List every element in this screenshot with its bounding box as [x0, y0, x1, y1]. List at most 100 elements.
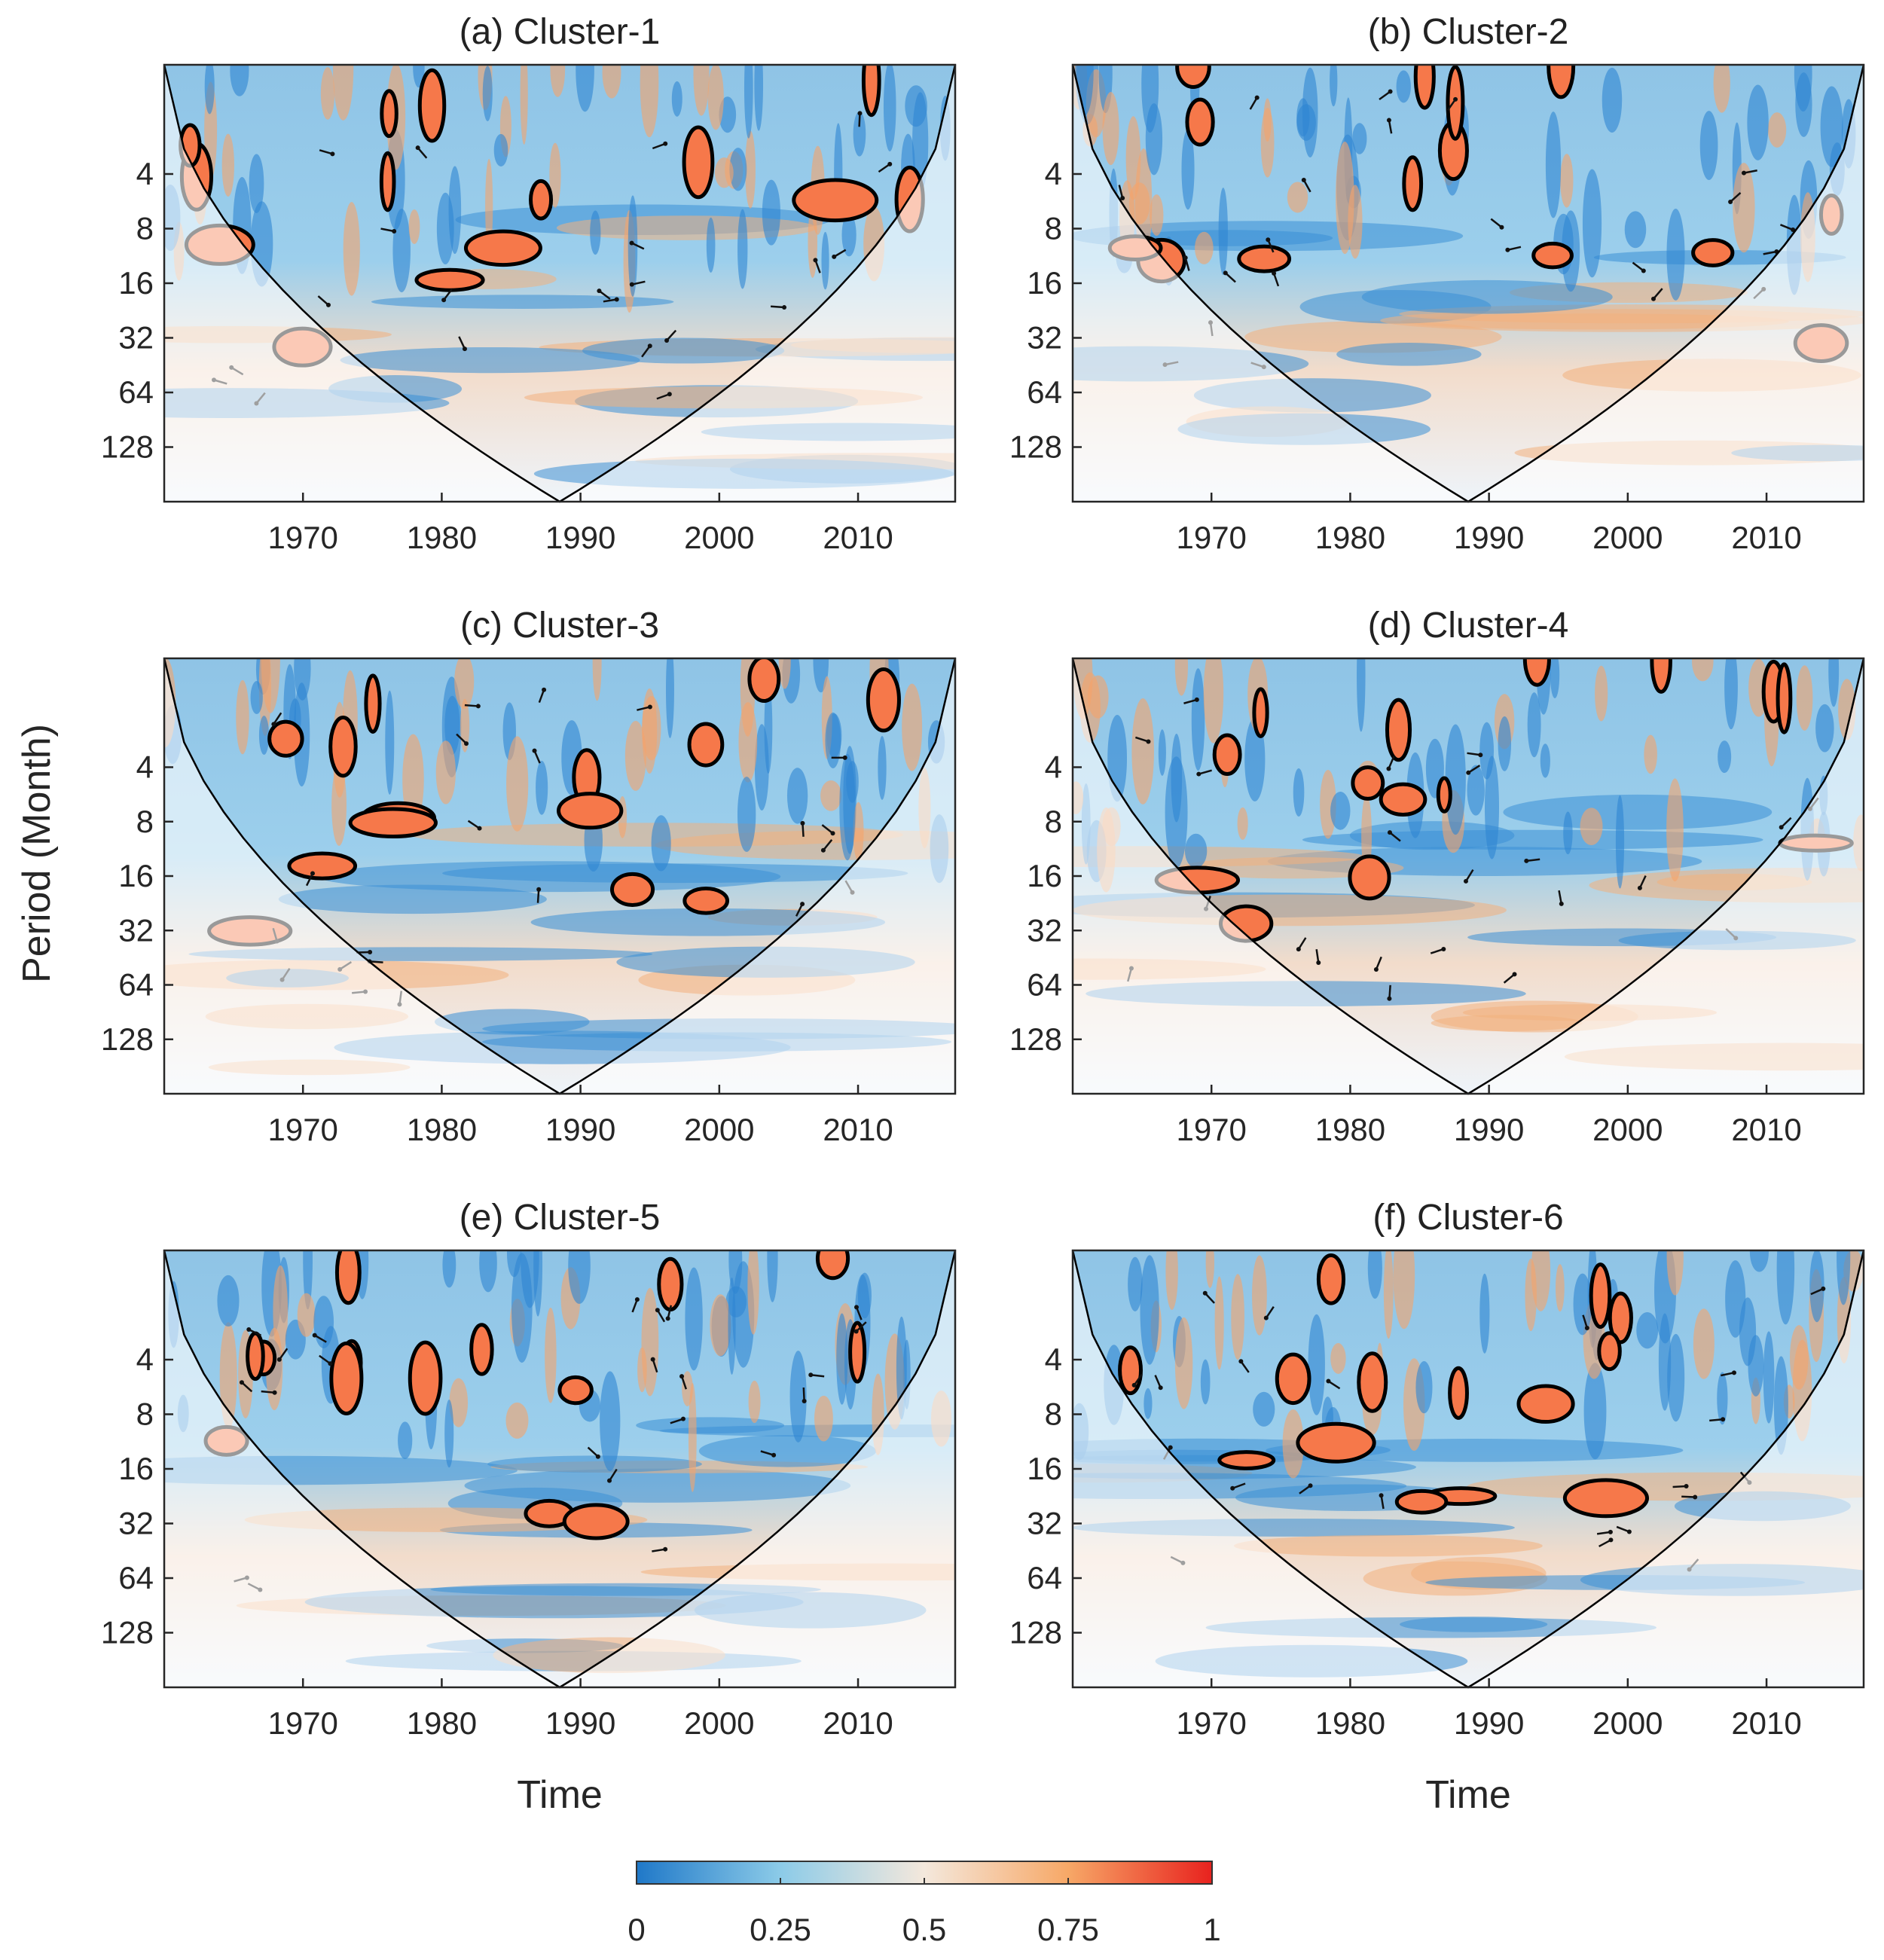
band-blob — [1503, 794, 1773, 830]
streak-blob — [1184, 833, 1208, 869]
phase-arrow-head — [1441, 946, 1446, 951]
streak-blob — [853, 111, 866, 157]
phase-arrow — [680, 1375, 688, 1390]
significance-contour — [246, 1331, 265, 1381]
streak-blob — [1718, 740, 1732, 774]
streak-blob — [398, 1421, 413, 1460]
phase-arrow-head — [808, 1372, 814, 1378]
y-tick-label: 16 — [1027, 858, 1062, 893]
x-tick-label: 1970 — [267, 520, 337, 555]
phase-arrow-head — [1637, 885, 1642, 890]
x-tick-label: 1970 — [267, 1705, 337, 1741]
y-tick-label: 4 — [1045, 750, 1062, 785]
streak-blob — [1795, 72, 1812, 137]
streak-blob — [600, 1371, 621, 1471]
y-tick-label: 64 — [118, 967, 154, 1003]
y-tick-label: 8 — [1045, 804, 1062, 839]
phase-arrow-head — [330, 151, 335, 157]
y-tick-label: 32 — [118, 912, 154, 948]
streak-blob — [745, 130, 756, 209]
x-tick-label: 1990 — [545, 1112, 615, 1147]
panel-6: (f) Cluster-6 4 8 16 32 64 128 1970 1980 1990 2000… — [1009, 1198, 1865, 1741]
streak-blob — [1415, 1360, 1433, 1414]
phase-arrow — [822, 838, 833, 851]
phase-arrow — [1763, 250, 1777, 255]
phase-arrow-head — [1120, 196, 1125, 201]
band-blob — [487, 1455, 702, 1473]
cone-of-influence-shade — [164, 65, 955, 502]
streak-blob — [482, 66, 493, 121]
streak-blob — [1308, 1314, 1325, 1415]
colorbar-tick-label: 0 — [627, 1912, 645, 1947]
significance-contour — [348, 807, 438, 839]
streak-blob — [1580, 808, 1603, 845]
x-tick-label: 1990 — [545, 1705, 615, 1741]
streak-blob — [1320, 769, 1336, 839]
phase-arrow — [1154, 1375, 1162, 1388]
significance-contour — [328, 716, 358, 778]
streak-blob — [442, 1250, 456, 1288]
phase-arrow-head — [1499, 224, 1504, 230]
streak-blob — [1352, 123, 1367, 154]
phase-arrow — [1380, 1495, 1385, 1510]
streak-blob — [249, 154, 264, 214]
phase-arrow — [603, 298, 617, 303]
streak-blob — [1128, 1256, 1143, 1311]
streak-blob — [1527, 692, 1541, 758]
phase-arrow-head — [597, 289, 602, 294]
streak-blob — [665, 658, 674, 738]
phase-arrow-head — [813, 258, 818, 263]
significance-contour — [380, 89, 398, 139]
y-tick-label: 4 — [136, 156, 154, 191]
x-tick-label: 1970 — [267, 1112, 337, 1147]
phase-arrow — [1388, 985, 1391, 999]
panel-title: (c) Cluster-3 — [460, 606, 659, 646]
streak-blob — [1525, 1258, 1537, 1332]
streak-blob — [762, 179, 780, 246]
streak-blob — [1767, 112, 1787, 148]
streak-blob — [219, 1322, 237, 1430]
streak-blob — [493, 133, 508, 167]
y-tick-label: 128 — [101, 1615, 154, 1650]
colorbar-tick-label: 0.25 — [750, 1912, 811, 1947]
phase-arrow — [1721, 1372, 1735, 1377]
streak-blob — [1699, 111, 1718, 180]
phase-arrow-head — [1272, 270, 1277, 276]
band-blob — [556, 215, 817, 240]
streak-blob — [485, 158, 493, 253]
streak-blob — [1749, 1250, 1769, 1272]
streak-blob — [236, 679, 249, 755]
y-tick-label: 8 — [1045, 1397, 1062, 1432]
significance-contour — [469, 1323, 494, 1376]
streak-blob — [408, 209, 420, 245]
y-tick-label: 32 — [1027, 912, 1062, 948]
phase-arrow-head — [680, 1416, 686, 1421]
streak-blob — [1214, 1276, 1224, 1370]
significance-contour — [1357, 1351, 1388, 1413]
phase-arrow-head — [1230, 1485, 1235, 1491]
phase-arrow-head — [857, 111, 863, 116]
phase-arrow-head — [1641, 268, 1646, 273]
phase-arrow-head — [1373, 966, 1379, 972]
phase-arrow-head — [830, 831, 835, 836]
streak-blob — [1302, 67, 1318, 157]
phase-arrow-head — [820, 847, 826, 853]
phase-arrow — [1730, 192, 1742, 203]
phase-arrow-head — [629, 282, 634, 287]
y-tick-label: 64 — [1027, 1560, 1062, 1595]
streak-blob — [1573, 1273, 1592, 1336]
streak-blob — [693, 65, 710, 116]
x-tick-label: 2000 — [1592, 1705, 1663, 1741]
phase-arrow-head — [853, 1329, 859, 1334]
phase-arrow-head — [887, 161, 893, 166]
streak-blob — [627, 195, 638, 297]
x-tick-label: 1980 — [1315, 1705, 1385, 1741]
phase-arrow-head — [1387, 830, 1392, 835]
x-tick-label: 1990 — [1454, 520, 1524, 555]
streak-blob — [1485, 756, 1500, 859]
streak-blob — [1540, 743, 1550, 778]
streak-blob — [836, 1313, 848, 1405]
significance-contour — [1385, 698, 1412, 762]
x-tick-label: 2000 — [684, 1705, 754, 1741]
streak-blob — [1293, 768, 1305, 817]
